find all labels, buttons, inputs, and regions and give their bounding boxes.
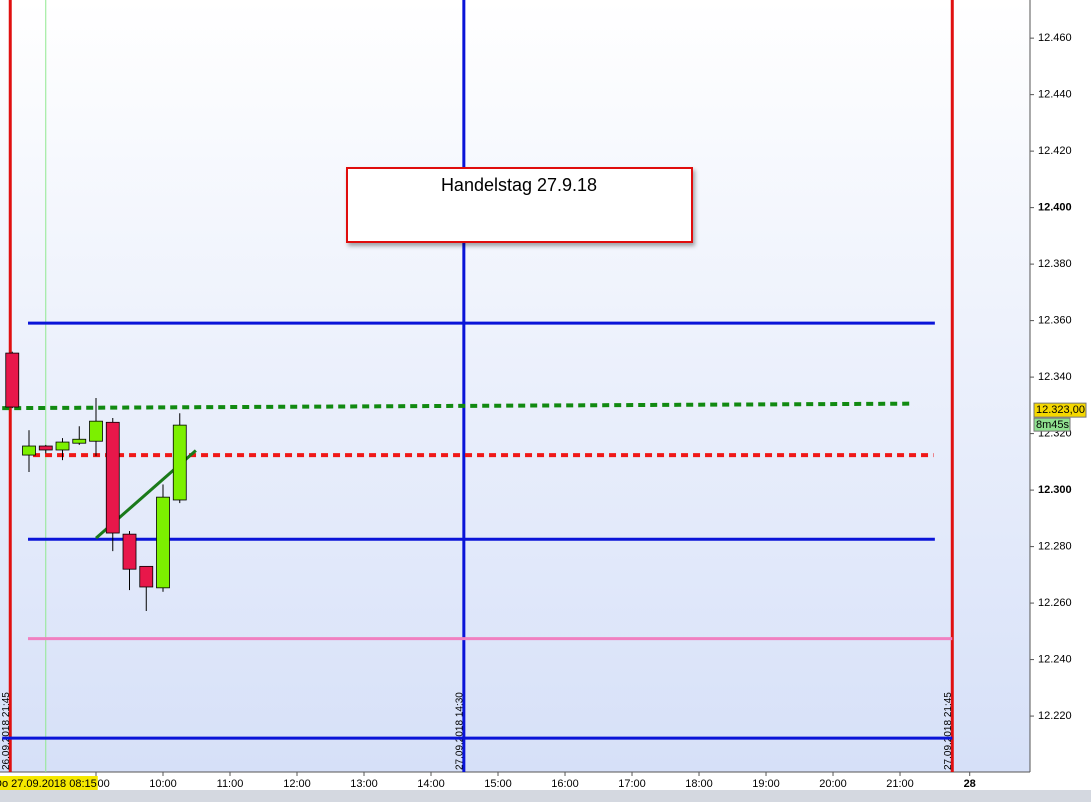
x-tick-label: 14:00 <box>417 778 445 790</box>
y-tick-label: 12.360 <box>1038 315 1072 327</box>
x-tick-label: 16:00 <box>551 778 579 790</box>
vertical-line-label: 26.09.2018 21:45 <box>1 692 12 770</box>
candle-body <box>105 421 120 534</box>
x-tick-label: 12:00 <box>283 778 311 790</box>
candle-body <box>89 420 103 442</box>
x-tick-label: 11:00 <box>217 778 244 790</box>
x-tick-label: 13:00 <box>350 778 378 790</box>
candle-body <box>22 445 36 456</box>
candle-body <box>172 424 187 501</box>
candle-body <box>139 565 154 588</box>
price-tag-box <box>1033 402 1087 418</box>
price-tag: 12.323,00 <box>1036 404 1085 416</box>
y-tick-label: 12.300 <box>1038 484 1072 496</box>
level-line <box>2 401 914 411</box>
x-tick-label: 17:00 <box>618 778 646 790</box>
y-tick-label: 12.440 <box>1038 89 1072 101</box>
x-tick-label: 15:00 <box>484 778 512 790</box>
candle-body <box>156 496 170 589</box>
annotation-box <box>346 167 693 243</box>
x-tick-label: 18:00 <box>685 778 713 790</box>
candle-body <box>5 352 20 408</box>
plot-area <box>0 0 1030 772</box>
candle-body <box>122 533 137 570</box>
y-tick-label: 12.400 <box>1038 202 1072 214</box>
y-tick-label: 12.380 <box>1038 258 1072 270</box>
candle-body <box>38 445 53 451</box>
y-tick-label: 12.420 <box>1038 145 1072 157</box>
candle-body <box>72 438 87 444</box>
vertical-line-label: 27.09.2018 21:45 <box>943 692 954 770</box>
cursor-label-box <box>0 776 98 790</box>
candle-body <box>55 441 70 451</box>
x-tick-label: 28 <box>964 778 976 790</box>
x-tick-label: 21:00 <box>886 778 914 790</box>
x-tick-label: 19:00 <box>752 778 780 790</box>
vertical-line-label: 27.09.2018 14:30 <box>454 692 465 770</box>
y-axis-area <box>1030 0 1091 772</box>
cursor-label: Do 27.09.2018 08:15 <box>0 778 97 790</box>
countdown-box <box>1033 417 1071 432</box>
y-tick-label: 12.260 <box>1038 597 1072 609</box>
countdown: 8m45s <box>1036 419 1070 431</box>
x-tick-label: 10:00 <box>149 778 177 790</box>
y-tick-label: 12.460 <box>1038 32 1072 44</box>
y-tick-label: 12.340 <box>1038 371 1072 383</box>
status-bar <box>0 790 1091 802</box>
x-tick-label: 20:00 <box>819 778 847 790</box>
y-tick-label: 12.240 <box>1038 653 1072 665</box>
annotation: Handelstag 27.9.18 <box>441 175 597 195</box>
y-tick-label: 12.220 <box>1038 710 1072 722</box>
y-tick-label: 12.280 <box>1038 540 1072 552</box>
x-axis-area <box>0 772 1091 790</box>
